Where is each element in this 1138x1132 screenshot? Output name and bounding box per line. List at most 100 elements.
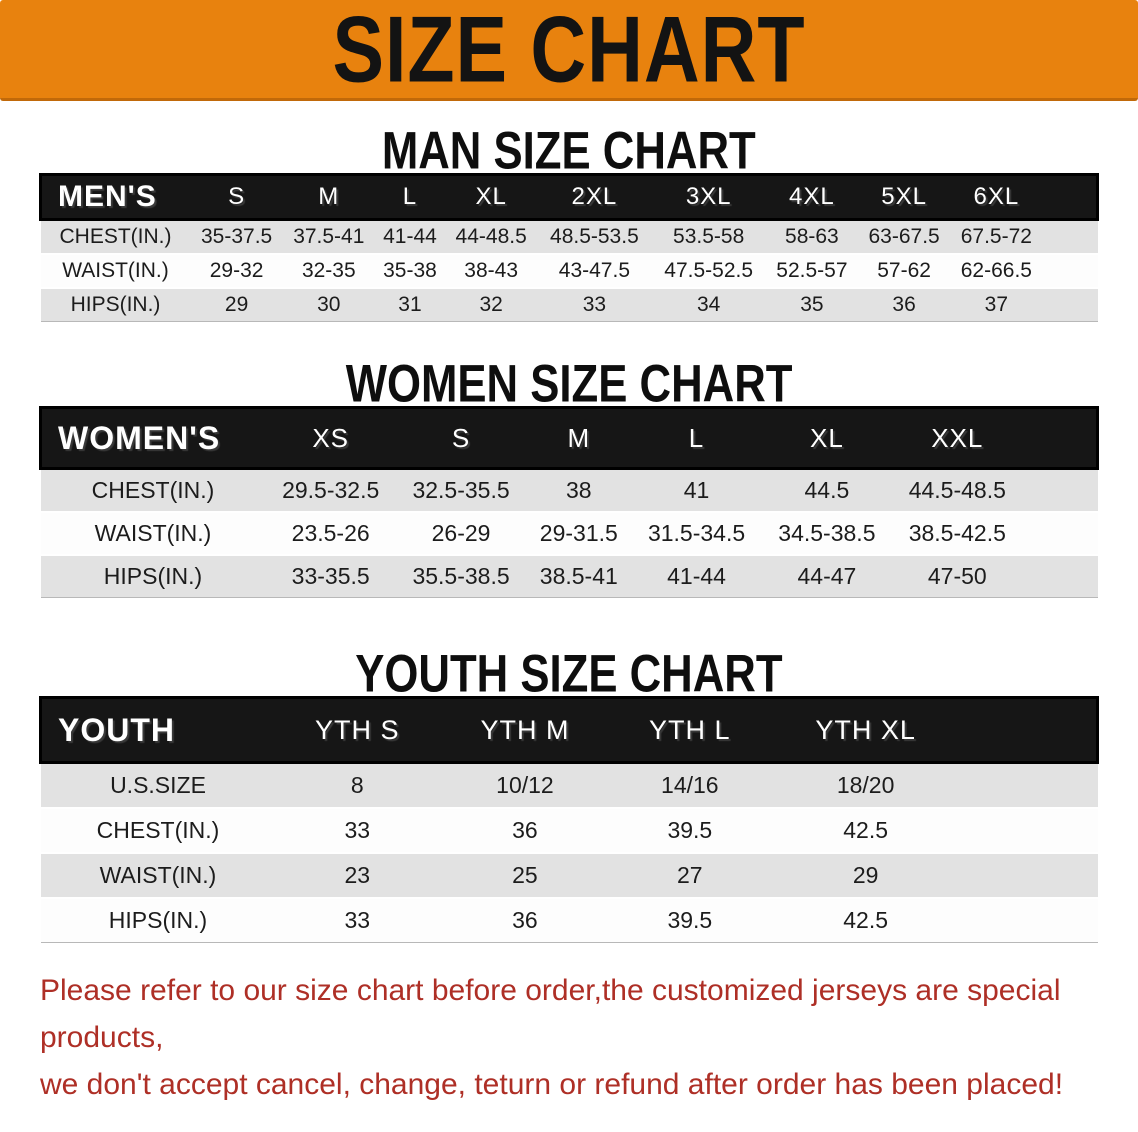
- size-value-cell: 32: [445, 286, 538, 322]
- row-spacer-cell: [1042, 252, 1098, 288]
- size-value-cell: 30: [282, 286, 375, 322]
- header-spacer-cell: [1042, 173, 1099, 221]
- size-value-cell: 39.5: [610, 896, 769, 943]
- size-value-cell: 29: [768, 851, 963, 898]
- row-spacer-cell: [962, 806, 1098, 853]
- size-value-cell: 44.5-48.5: [892, 467, 1023, 512]
- size-value-cell: 52.5-57: [765, 252, 858, 288]
- size-value-cell: 33: [275, 896, 439, 943]
- size-value-cell: 41-44: [374, 218, 446, 254]
- table-corner-label: WOMEN'S: [39, 406, 266, 470]
- order-policy-line-1: Please refer to our size chart before or…: [40, 974, 1061, 1054]
- size-value-cell: 34: [651, 286, 766, 322]
- size-value-cell: 33: [275, 806, 439, 853]
- size-column-header: L: [374, 173, 446, 221]
- size-value-cell: 27: [610, 851, 769, 898]
- row-spacer-cell: [1042, 218, 1098, 254]
- size-value-cell: 18/20: [768, 761, 963, 808]
- size-value-cell: 41: [631, 467, 762, 512]
- size-value-cell: 32-35: [282, 252, 375, 288]
- row-label: WAIST(IN.): [40, 510, 266, 555]
- mens-size-table: MEN'S S M L XL 2XL 3XL 4XL 5XL 6XL CHEST(IN.) 35-37…: [39, 173, 1099, 322]
- size-column-header: 5XL: [858, 173, 951, 221]
- size-column-header: XL: [761, 406, 893, 470]
- size-column-header: S: [190, 173, 283, 221]
- size-value-cell: 8: [275, 761, 439, 808]
- row-label: HIPS(IN.): [40, 896, 276, 943]
- order-policy-note: Please refer to our size chart before or…: [0, 967, 1138, 1108]
- size-chart-banner: SIZE CHART: [0, 0, 1138, 101]
- table-row: CHEST(IN.) 29.5-32.5 32.5-35.5 38 41 44.5 44.5…: [40, 467, 1098, 512]
- row-spacer-cell: [1022, 510, 1098, 555]
- man-size-chart-heading-text: MAN SIZE CHART: [382, 120, 756, 180]
- size-value-cell: 25: [438, 851, 611, 898]
- size-column-header: YTH S: [275, 696, 439, 764]
- table-row: WAIST(IN.) 23.5-26 26-29 29-31.5 31.5-34.5 34…: [40, 510, 1098, 555]
- size-value-cell: 47.5-52.5: [651, 252, 766, 288]
- table-row: HIPS(IN.) 33-35.5 35.5-38.5 38.5-41 41-44 44-…: [40, 553, 1098, 598]
- size-value-cell: 26-29: [395, 510, 527, 555]
- size-value-cell: 14/16: [610, 761, 769, 808]
- table-header-row: WOMEN'S XS S M L XL XXL: [39, 406, 1099, 470]
- size-value-cell: 36: [438, 806, 611, 853]
- size-value-cell: 53.5-58: [651, 218, 766, 254]
- size-value-cell: 38: [526, 467, 632, 512]
- size-column-header: XS: [265, 406, 396, 470]
- size-value-cell: 38.5-42.5: [892, 510, 1023, 555]
- size-value-cell: 23.5-26: [265, 510, 396, 555]
- row-spacer-cell: [1042, 286, 1098, 322]
- table-row: U.S.SIZE 8 10/12 14/16 18/20: [40, 761, 1098, 808]
- size-column-header: M: [282, 173, 375, 221]
- size-value-cell: 39.5: [610, 806, 769, 853]
- man-size-chart-heading: MAN SIZE CHART: [0, 124, 1138, 177]
- size-value-cell: 43-47.5: [537, 252, 652, 288]
- size-value-cell: 35-37.5: [190, 218, 283, 254]
- banner-title: SIZE CHART: [332, 0, 806, 102]
- size-value-cell: 29-31.5: [526, 510, 632, 555]
- size-value-cell: 36: [438, 896, 611, 943]
- row-spacer-cell: [962, 896, 1098, 943]
- size-value-cell: 34.5-38.5: [761, 510, 893, 555]
- table-header-row: MEN'S S M L XL 2XL 3XL 4XL 5XL 6XL: [39, 173, 1099, 221]
- women-size-chart-heading-text: WOMEN SIZE CHART: [345, 353, 793, 413]
- row-label: HIPS(IN.): [40, 286, 191, 322]
- size-column-header: S: [395, 406, 527, 470]
- header-spacer-cell: [1022, 406, 1099, 470]
- size-value-cell: 31.5-34.5: [631, 510, 762, 555]
- size-value-cell: 41-44: [631, 553, 762, 598]
- row-label: CHEST(IN.): [40, 218, 191, 254]
- table-row: WAIST(IN.) 23 25 27 29: [40, 851, 1098, 898]
- size-value-cell: 35: [765, 286, 858, 322]
- table-row: CHEST(IN.) 35-37.5 37.5-41 41-44 44-48.5 48.5…: [40, 218, 1098, 254]
- size-value-cell: 42.5: [768, 896, 963, 943]
- row-spacer-cell: [962, 851, 1098, 898]
- size-value-cell: 44.5: [761, 467, 893, 512]
- size-column-header: 3XL: [651, 173, 766, 221]
- youth-size-chart-heading-text: YOUTH SIZE CHART: [355, 643, 783, 703]
- row-spacer-cell: [962, 761, 1098, 808]
- row-label: CHEST(IN.): [40, 806, 276, 853]
- table-corner-label: MEN'S: [39, 173, 191, 221]
- size-value-cell: 63-67.5: [858, 218, 951, 254]
- row-spacer-cell: [1022, 553, 1098, 598]
- size-value-cell: 29: [190, 286, 283, 322]
- size-column-header: XXL: [892, 406, 1023, 470]
- size-value-cell: 10/12: [438, 761, 611, 808]
- size-value-cell: 48.5-53.5: [537, 218, 652, 254]
- size-value-cell: 33: [537, 286, 652, 322]
- size-value-cell: 29-32: [190, 252, 283, 288]
- row-label: HIPS(IN.): [40, 553, 266, 598]
- table-row: HIPS(IN.) 29 30 31 32 33 34 35 36 37: [40, 286, 1098, 322]
- row-label: WAIST(IN.): [40, 252, 191, 288]
- size-value-cell: 29.5-32.5: [265, 467, 396, 512]
- row-label: CHEST(IN.): [40, 467, 266, 512]
- size-value-cell: 57-62: [858, 252, 951, 288]
- size-value-cell: 38-43: [445, 252, 538, 288]
- row-label: WAIST(IN.): [40, 851, 276, 898]
- womens-size-table: WOMEN'S XS S M L XL XXL CHEST(IN.) 29.5-32.5 32.5…: [39, 406, 1099, 598]
- size-value-cell: 47-50: [892, 553, 1023, 598]
- youth-size-table: YOUTH YTH S YTH M YTH L YTH XL U.S.SIZE 8 10/12…: [39, 696, 1099, 943]
- size-value-cell: 35.5-38.5: [395, 553, 527, 598]
- size-column-header: 4XL: [765, 173, 858, 221]
- table-header-row: YOUTH YTH S YTH M YTH L YTH XL: [39, 696, 1099, 764]
